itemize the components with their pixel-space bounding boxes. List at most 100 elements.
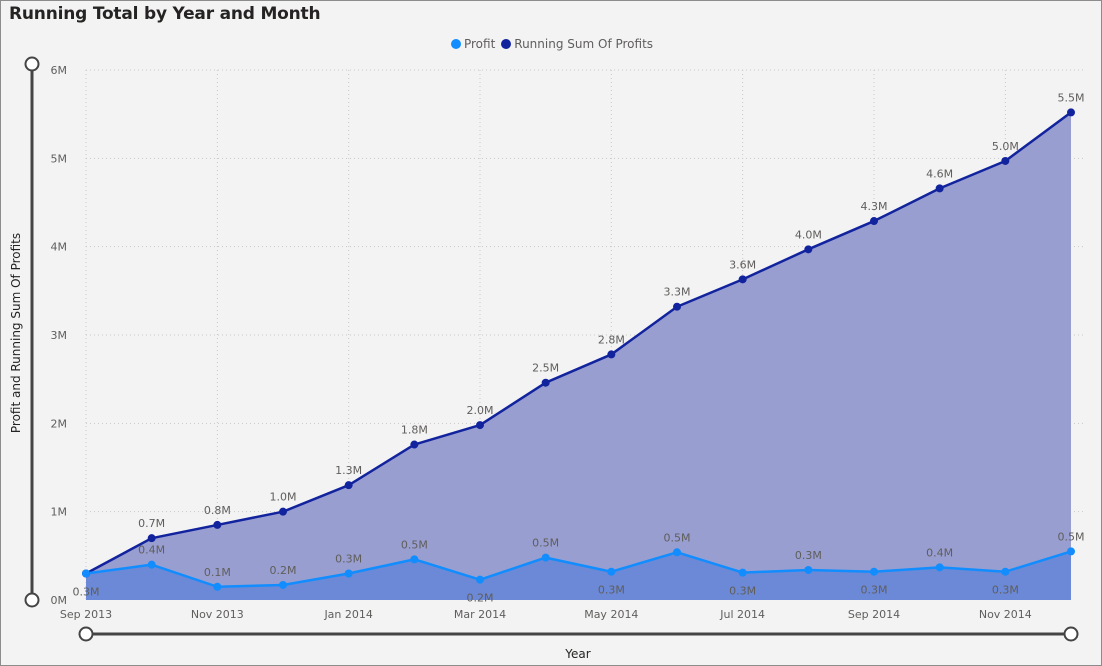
y-zoom-handle-top[interactable] [24, 56, 40, 72]
data-label-running-sum: 4.3M [861, 200, 888, 213]
x-axis-title: Year [564, 647, 590, 661]
point-running-sum [804, 245, 813, 254]
data-label-profit: 0.3M [73, 586, 100, 599]
line-profit [85, 550, 1072, 588]
data-label-profit: 0.5M [532, 537, 559, 550]
point-running-sum [147, 534, 156, 543]
x-tick-label: Sep 2013 [60, 608, 112, 621]
point-running-sum [1001, 156, 1010, 165]
point-profit [1001, 567, 1010, 576]
legend: Profit Running Sum Of Profits [1, 37, 1102, 51]
x-zoom-handle-right[interactable] [1063, 626, 1079, 642]
y-tick-label: 6M [51, 64, 68, 77]
y-zoom-handle-bottom[interactable] [24, 592, 40, 608]
zoom-sliders [24, 56, 1079, 642]
point-running-sum [870, 217, 878, 226]
x-tick-label: Jul 2014 [719, 608, 765, 621]
y-tick-label: 2M [51, 417, 68, 430]
data-labels: 0.7M 0.8M 1.0M 1.3M 1.8M 2.0M 2.5M 2.8M 3.3M 3.6M… [73, 91, 1085, 604]
area-running-sum [86, 112, 1071, 601]
y-tick-label: 5M [51, 152, 68, 165]
y-tick-label: 1M [51, 506, 68, 519]
point-profit [476, 575, 484, 584]
data-label-profit: 0.5M [664, 531, 691, 544]
legend-item-running-sum[interactable]: Running Sum Of Profits [501, 37, 653, 51]
line-running-sum [85, 111, 1072, 575]
data-label-running-sum: 2.0M [467, 404, 494, 417]
data-label-running-sum: 0.8M [204, 504, 231, 517]
x-zoom-handle-left[interactable] [78, 626, 94, 642]
series-areas [86, 112, 1071, 601]
data-label-running-sum: 4.6M [926, 167, 953, 180]
point-running-sum [673, 302, 681, 311]
data-label-running-sum: 0.7M [138, 517, 165, 530]
legend-marker-profit [450, 39, 461, 49]
legend-label-profit: Profit [463, 37, 496, 51]
point-profit [82, 569, 90, 578]
x-tick-label: Mar 2014 [454, 608, 506, 621]
point-profit [147, 560, 156, 569]
point-profit [1067, 547, 1075, 556]
x-tick-label: Jan 2014 [323, 608, 372, 621]
legend-marker-running-sum [501, 39, 512, 49]
y-axis-ticks: 0M 1M 2M 3M 4M 5M 6M [51, 64, 68, 607]
legend-label-running-sum: Running Sum Of Profits [514, 37, 654, 51]
x-tick-label: Sep 2014 [848, 608, 900, 621]
y-tick-label: 3M [51, 329, 68, 342]
point-running-sum [935, 184, 944, 193]
data-label-profit: 0.3M [861, 584, 888, 597]
data-label-running-sum: 4.0M [795, 228, 822, 241]
point-running-sum [279, 507, 287, 516]
data-label-profit: 0.5M [1058, 530, 1085, 543]
data-label-profit: 0.3M [992, 584, 1019, 597]
data-label-profit: 0.4M [138, 544, 165, 557]
data-label-running-sum: 5.5M [1058, 91, 1085, 104]
point-running-sum [738, 275, 747, 284]
data-label-running-sum: 1.3M [335, 464, 362, 477]
point-profit [607, 567, 616, 576]
point-profit [738, 568, 747, 577]
data-label-profit: 0.3M [729, 585, 756, 598]
data-label-profit: 0.2M [467, 592, 494, 605]
point-running-sum [344, 481, 353, 490]
legend-item-profit[interactable]: Profit [450, 37, 496, 51]
data-label-profit: 0.3M [795, 549, 822, 562]
x-tick-label: Nov 2013 [191, 608, 244, 621]
point-profit [935, 563, 944, 572]
y-tick-label: 4M [51, 241, 68, 254]
y-axis-title: Profit and Running Sum Of Profits [9, 233, 23, 433]
y-tick-label: 0M [51, 594, 68, 607]
point-running-sum [1067, 108, 1075, 117]
point-profit [279, 580, 287, 589]
chart-title: Running Total by Year and Month [9, 4, 321, 24]
area-profit [86, 551, 1071, 600]
x-tick-label: Nov 2014 [979, 608, 1032, 621]
data-label-profit: 0.3M [598, 584, 625, 597]
data-label-profit: 0.5M [401, 538, 428, 551]
data-label-running-sum: 1.0M [270, 491, 297, 504]
point-running-sum [476, 421, 484, 430]
point-profit [410, 555, 419, 564]
data-label-profit: 0.1M [204, 566, 231, 579]
data-points [82, 108, 1075, 591]
point-profit [870, 567, 878, 576]
data-label-profit: 0.2M [270, 564, 297, 577]
point-running-sum [541, 378, 550, 387]
point-profit [213, 582, 222, 591]
data-label-running-sum: 2.8M [598, 333, 625, 346]
point-profit [673, 548, 681, 557]
data-label-profit: 0.3M [335, 553, 362, 566]
point-profit [541, 553, 550, 562]
data-label-running-sum: 3.6M [729, 258, 756, 271]
data-label-running-sum: 2.5M [532, 362, 559, 375]
x-tick-label: May 2014 [584, 608, 638, 621]
data-label-profit: 0.4M [926, 546, 953, 559]
x-axis-ticks: Sep 2013 Nov 2013 Jan 2014 Mar 2014 May 2014… [60, 608, 1032, 621]
point-running-sum [213, 520, 222, 529]
data-label-running-sum: 5.0M [992, 140, 1019, 153]
point-profit [344, 569, 353, 578]
point-running-sum [607, 350, 616, 359]
data-label-running-sum: 3.3M [664, 286, 691, 299]
point-profit [804, 565, 813, 574]
